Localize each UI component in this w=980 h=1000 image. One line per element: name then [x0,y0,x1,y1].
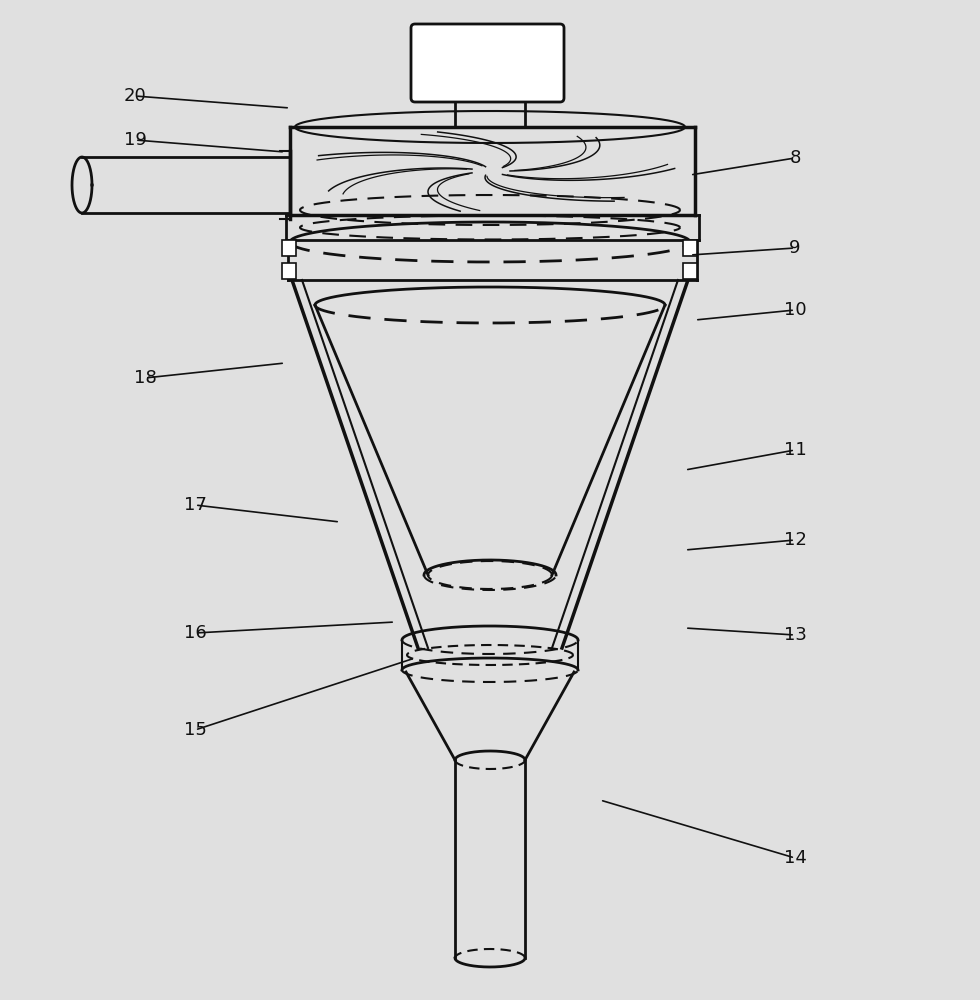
Text: 15: 15 [183,721,207,739]
Text: 19: 19 [123,131,146,149]
Text: 9: 9 [789,239,801,257]
Text: 20: 20 [123,87,146,105]
Bar [683,263,697,279]
Bar [282,240,296,256]
Text: 18: 18 [133,369,157,387]
Text: 12: 12 [784,531,807,549]
Text: 16: 16 [183,624,207,642]
Bar [282,263,296,279]
Text: 17: 17 [183,496,207,514]
Text: 11: 11 [784,441,807,459]
Text: 10: 10 [784,301,807,319]
FancyBboxPatch shape [411,24,564,102]
Text: 14: 14 [784,849,807,867]
Bar [683,240,697,256]
Text: 13: 13 [784,626,807,644]
Text: 8: 8 [789,149,801,167]
